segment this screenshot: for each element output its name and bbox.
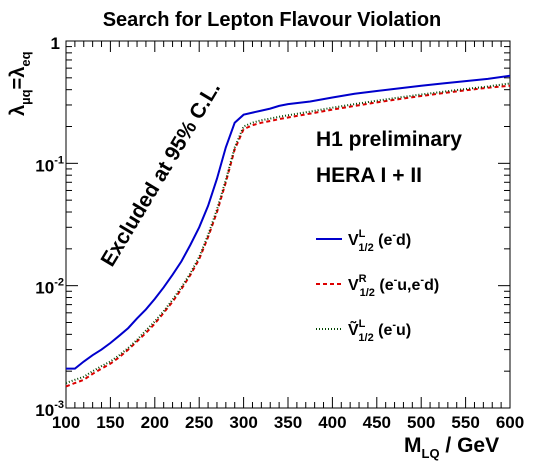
legend: VL 1/2 (e-d) VR 1/2 (e-u,e-d) ṼL 1/2 (e-u) bbox=[316, 228, 439, 344]
x-axis-label: MLQ / GeV bbox=[404, 434, 499, 461]
y-tick-label: 10-1 bbox=[35, 154, 64, 175]
hera-annotation: HERA I + II bbox=[316, 164, 422, 187]
series-curves bbox=[65, 74, 511, 388]
x-tick-label: 450 bbox=[363, 413, 391, 432]
series-line-0 bbox=[66, 74, 511, 370]
y-tick-label: 1 bbox=[51, 34, 60, 53]
prelim-annotation: H1 preliminary bbox=[316, 128, 462, 151]
series-line-1 bbox=[65, 84, 511, 388]
axis-ticks bbox=[65, 41, 511, 409]
y-tick-label: 10-2 bbox=[35, 277, 64, 298]
x-tick-label: 250 bbox=[185, 413, 213, 432]
x-tick-label: 150 bbox=[96, 413, 124, 432]
x-tick-label: 100 bbox=[52, 413, 80, 432]
series-line-2 bbox=[65, 82, 511, 384]
x-tick-labels: 100 150 200 250 300 350 400 450 500 550 600 bbox=[52, 413, 524, 432]
x-tick-label: 550 bbox=[451, 413, 479, 432]
chart-title: Search for Lepton Flavour Violation bbox=[103, 9, 442, 31]
x-tick-label: 200 bbox=[141, 413, 169, 432]
y-tick-label: 10-3 bbox=[35, 399, 64, 420]
x-tick-label: 600 bbox=[496, 413, 524, 432]
x-tick-label: 500 bbox=[407, 413, 435, 432]
x-tick-label: 350 bbox=[274, 413, 302, 432]
x-tick-label: 300 bbox=[229, 413, 257, 432]
x-tick-label: 400 bbox=[318, 413, 346, 432]
y-tick-labels: 10-3 10-2 10-1 1 bbox=[35, 34, 64, 420]
